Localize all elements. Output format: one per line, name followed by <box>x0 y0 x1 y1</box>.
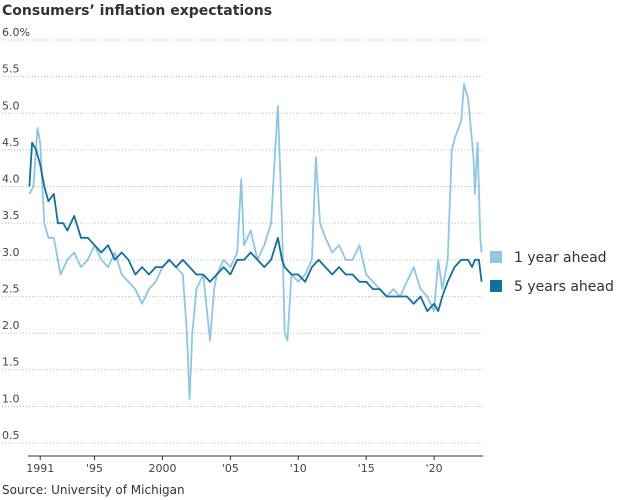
legend-swatch <box>490 280 502 292</box>
y-tick-label: 4.5 <box>2 136 20 149</box>
x-tick-label: '15 <box>358 462 375 475</box>
x-tick-label: '95 <box>86 462 103 475</box>
legend-label: 1 year ahead <box>514 250 607 266</box>
x-tick-label: '20 <box>426 462 443 475</box>
y-tick-label: 5.5 <box>2 63 20 76</box>
chart-title: Consumers’ inflation expectations <box>2 3 272 19</box>
y-tick-label: 1.5 <box>2 356 20 369</box>
y-tick-label: 3.0 <box>2 246 20 259</box>
y-tick-label: 5.0 <box>2 99 20 112</box>
source: Source: University of Michigan <box>2 483 185 497</box>
y-tick-label: 6.0% <box>2 26 30 39</box>
y-tick-label: 4.0 <box>2 173 20 186</box>
x-tick-label: 2000 <box>148 462 176 475</box>
x-tick-label: 1991 <box>26 462 54 475</box>
x-tick-label: '05 <box>222 462 239 475</box>
legend-swatch <box>490 251 502 263</box>
y-tick-label: 0.5 <box>2 429 20 442</box>
series-line <box>28 141 483 312</box>
y-tick-label: 1.0 <box>2 392 20 405</box>
y-tick-label: 3.5 <box>2 209 20 222</box>
y-tick-label: 2.5 <box>2 282 20 295</box>
series-line <box>28 83 483 400</box>
x-tick-label: '10 <box>290 462 307 475</box>
legend-label: 5 years ahead <box>514 279 614 295</box>
y-tick-label: 2.0 <box>2 319 20 332</box>
